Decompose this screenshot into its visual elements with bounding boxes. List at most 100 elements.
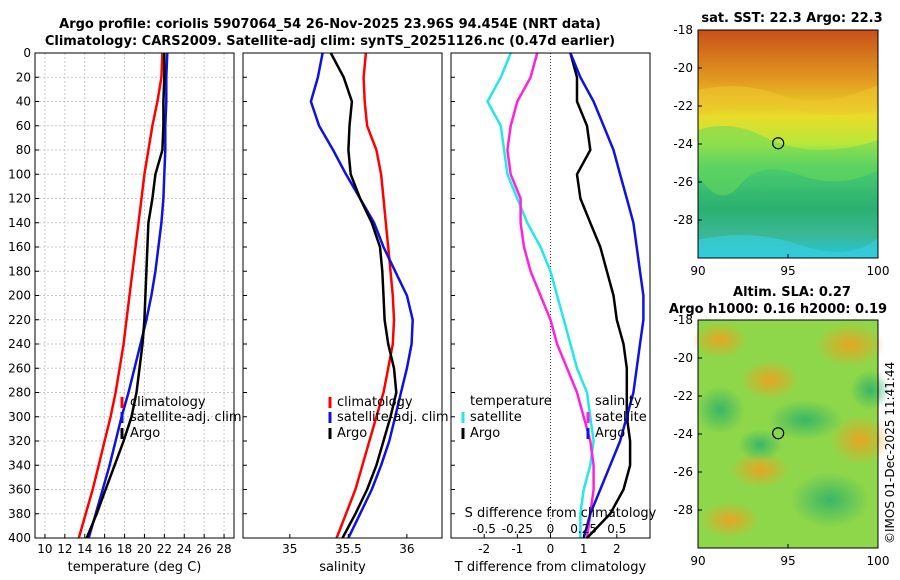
x-tick-label: 22	[157, 542, 172, 556]
series-line-climatology	[77, 52, 164, 539]
map-x-tick-label: 100	[867, 554, 890, 568]
difference-panel: -2 -1 0 1 2 T difference from climatology S di…	[450, 52, 657, 575]
series-line-s-diff-argo	[569, 52, 645, 539]
legend-label-satellite: satellite-adj. clim	[337, 410, 449, 425]
legend-label-s-argo: Argo	[595, 426, 625, 441]
map-x-tick-label: 90	[690, 264, 705, 278]
x-tick-label: -2	[478, 542, 490, 556]
map-x-tick-label: 100	[867, 264, 890, 278]
y-tick-label: 180	[8, 264, 31, 278]
legend-title-salinity: salinity	[595, 394, 642, 409]
series-line-climatology	[335, 52, 396, 539]
map-y-tick-label: -22	[673, 389, 693, 403]
x-tick-label: 26	[197, 542, 212, 556]
sst-map-warm-band	[698, 85, 878, 115]
legend-label-satellite: satellite-adj. clim	[130, 410, 242, 425]
argo-location-marker	[772, 427, 785, 440]
map-y-tick-label: -18	[673, 313, 693, 327]
y-tick-label: 220	[8, 313, 31, 327]
sst-map-front	[698, 126, 878, 196]
sla-map-title-line2: Argo h1000: 0.16 h2000: 0.19	[669, 302, 887, 317]
x-tick-label: 35.5	[335, 542, 362, 556]
x-tick-label: 20	[137, 542, 152, 556]
map-y-tick-label: -28	[673, 503, 693, 517]
y-tick-label: 340	[8, 458, 31, 472]
x-tick-label: 12	[57, 542, 72, 556]
sla-map-title-line1: Altim. SLA: 0.27	[733, 285, 851, 300]
x-tick-label: 36	[399, 542, 414, 556]
series-line-s-diff-satellite	[506, 52, 595, 539]
temperature-legend: climatology satellite-adj. clim Argo	[120, 395, 242, 441]
x-tick-label: 0	[547, 542, 555, 556]
y-tick-label: 20	[16, 70, 31, 84]
series-line-argo	[329, 52, 398, 539]
y-tick-label: 40	[16, 95, 31, 109]
axes-frame	[242, 52, 443, 539]
x-tick-label: 24	[177, 542, 192, 556]
y-tick-label: 300	[8, 410, 31, 424]
series-line-satellite-adj-clim	[309, 52, 414, 539]
y-tick-label: 0	[23, 46, 31, 60]
map-x-tick-label: 95	[780, 554, 795, 568]
y-tick-label: 120	[8, 192, 31, 206]
legend-label-argo: Argo	[337, 426, 367, 441]
sla-map: Altim. SLA: 0.27 Argo h1000: 0.16 h2000:…	[669, 285, 890, 568]
x-axis-label: salinity	[319, 560, 366, 575]
map-y-tick-label: -22	[673, 99, 693, 113]
argo-location-marker	[772, 137, 785, 150]
s-tick-label: 0.25	[570, 522, 597, 536]
y-tick-label: 60	[16, 119, 31, 133]
y-tick-label: 280	[8, 386, 31, 400]
y-tick-label: 260	[8, 361, 31, 375]
y-tick-label: 240	[8, 337, 31, 351]
s-tick-label: 0	[547, 522, 555, 536]
legend-label-climatology: climatology	[130, 395, 206, 410]
y-tick-label: 160	[8, 240, 31, 254]
y-tick-label: 80	[16, 143, 31, 157]
y-tick-label: 360	[8, 483, 31, 497]
s-tick-label: -0.25	[502, 522, 533, 536]
x-axis-label: T difference from climatology	[454, 560, 647, 575]
sst-map: sat. SST: 22.3 Argo: 22.3 90 95 100 -28 -26 -…	[673, 11, 889, 278]
legend-label-t-satellite: satellite	[470, 410, 522, 425]
legend-title-temperature: temperature	[470, 394, 552, 409]
difference-legend: temperature satellite Argo salinity sate…	[461, 394, 647, 441]
map-y-tick-label: -24	[673, 137, 693, 151]
x-tick-label: 1	[580, 542, 588, 556]
y-tick-label: 320	[8, 434, 31, 448]
x-tick-label: 28	[216, 542, 231, 556]
temperature-panel: 10 12 14 16 18 20 22 24 26 2802040608010012014016…	[8, 46, 235, 575]
salinity-legend: climatology satellite-adj. clim Argo	[328, 395, 449, 441]
x-axis-label-top: S difference from climatology	[465, 506, 657, 521]
sst-map-cool-band	[698, 235, 878, 258]
y-tick-label: 380	[8, 507, 31, 521]
map-y-tick-label: -20	[673, 351, 693, 365]
y-tick-label: 100	[8, 167, 31, 181]
x-tick-label: 2	[613, 542, 621, 556]
x-tick-label: 18	[117, 542, 132, 556]
series-line-satellite-adj-clim	[87, 52, 169, 539]
legend-label-s-satellite: satellite	[595, 410, 647, 425]
legend-label-argo: Argo	[130, 426, 160, 441]
s-tick-label: 0.5	[607, 522, 626, 536]
y-tick-label: 140	[8, 216, 31, 230]
series-line-t-diff-argo	[569, 52, 632, 539]
legend-label-climatology: climatology	[337, 395, 413, 410]
x-tick-label: 10	[37, 542, 52, 556]
map-y-tick-label: -24	[673, 427, 693, 441]
sst-map-title: sat. SST: 22.3 Argo: 22.3	[701, 11, 882, 26]
map-y-tick-label: -18	[673, 23, 693, 37]
x-tick-label: -1	[511, 542, 523, 556]
x-tick-label: 14	[77, 542, 92, 556]
map-y-tick-label: -28	[673, 213, 693, 227]
imos-timestamp: ©IMOS 01-Dec-2025 11:41:44	[883, 362, 897, 544]
y-tick-label: 200	[8, 289, 31, 303]
legend-label-t-argo: Argo	[470, 426, 500, 441]
figure-title-line2: Climatology: CARS2009. Satellite-adj cli…	[45, 34, 615, 49]
series-line-argo	[85, 53, 166, 539]
sla-map-blobs	[692, 322, 890, 538]
map-y-tick-label: -26	[673, 175, 693, 189]
map-y-tick-label: -20	[673, 61, 693, 75]
y-tick-label: 400	[8, 531, 31, 545]
